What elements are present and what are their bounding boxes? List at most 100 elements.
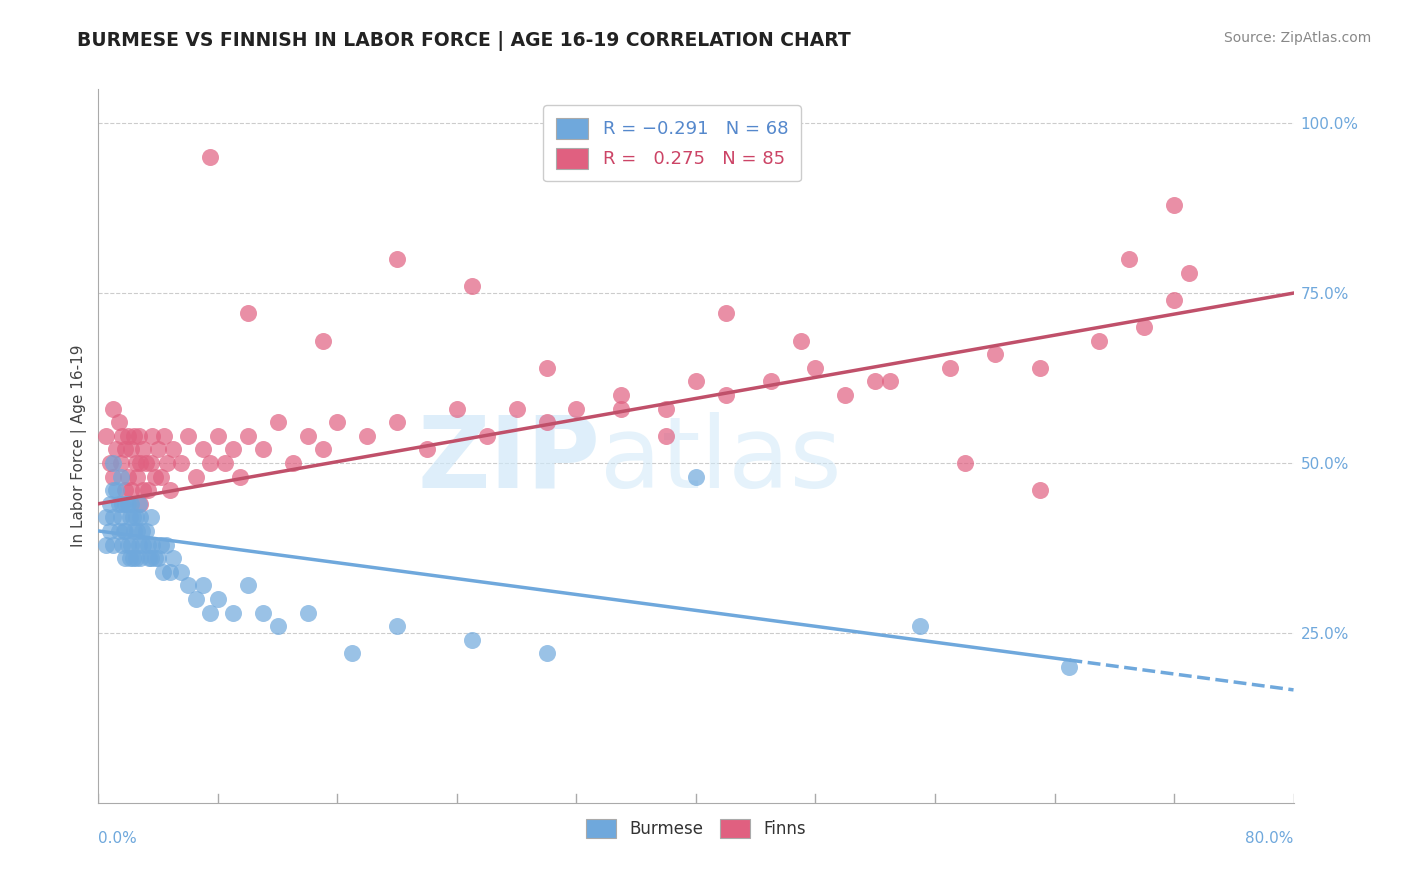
Point [153, 429, 176, 443]
Point [112, 524, 135, 538]
Point [685, 469, 707, 483]
Point [252, 606, 274, 620]
Point [103, 456, 125, 470]
Point [177, 578, 200, 592]
Point [103, 537, 125, 551]
Point [446, 401, 468, 416]
Point [150, 537, 173, 551]
Point [127, 469, 149, 483]
Point [714, 388, 737, 402]
Point [252, 442, 274, 457]
Point [125, 456, 148, 470]
Point [131, 524, 153, 538]
Point [356, 429, 378, 443]
Point [1118, 252, 1140, 266]
Point [118, 551, 141, 566]
Point [184, 591, 207, 606]
Point [129, 551, 152, 566]
Point [114, 524, 136, 538]
Point [953, 456, 976, 470]
Point [114, 497, 136, 511]
Point [129, 456, 152, 470]
Point [125, 551, 148, 566]
Point [191, 578, 214, 592]
Point [114, 442, 136, 457]
Point [108, 497, 131, 511]
Point [108, 415, 131, 429]
Point [281, 456, 304, 470]
Point [416, 442, 439, 457]
Point [111, 537, 134, 551]
Point [124, 429, 146, 443]
Point [610, 388, 633, 402]
Point [118, 510, 141, 524]
Point [98, 456, 122, 470]
Point [94, 537, 117, 551]
Point [1088, 334, 1111, 348]
Point [984, 347, 1007, 361]
Point [110, 469, 132, 483]
Point [103, 510, 125, 524]
Point [177, 429, 200, 443]
Point [132, 483, 155, 498]
Point [475, 429, 498, 443]
Point [127, 524, 149, 538]
Point [939, 360, 962, 375]
Point [865, 375, 887, 389]
Y-axis label: In Labor Force | Age 16-19: In Labor Force | Age 16-19 [72, 344, 87, 548]
Point [156, 456, 179, 470]
Point [222, 442, 245, 457]
Point [129, 510, 152, 524]
Point [1059, 660, 1081, 674]
Point [155, 537, 177, 551]
Point [685, 375, 707, 389]
Point [98, 524, 122, 538]
Point [565, 401, 588, 416]
Point [120, 483, 142, 498]
Legend: Burmese, Finns: Burmese, Finns [579, 812, 813, 845]
Point [297, 606, 319, 620]
Point [148, 551, 170, 566]
Point [141, 429, 163, 443]
Point [169, 456, 191, 470]
Point [297, 429, 319, 443]
Point [139, 456, 162, 470]
Point [98, 497, 122, 511]
Point [162, 551, 184, 566]
Point [236, 306, 259, 320]
Point [150, 469, 173, 483]
Point [135, 456, 157, 470]
Point [138, 551, 160, 566]
Point [536, 360, 558, 375]
Point [129, 497, 152, 511]
Point [214, 456, 236, 470]
Point [114, 551, 136, 566]
Point [132, 537, 155, 551]
Point [385, 415, 409, 429]
Point [121, 551, 143, 566]
Point [139, 510, 162, 524]
Point [143, 469, 166, 483]
Point [207, 591, 229, 606]
Point [1163, 293, 1185, 307]
Point [136, 483, 159, 498]
Point [136, 537, 159, 551]
Point [132, 442, 155, 457]
Point [117, 469, 139, 483]
Point [94, 429, 117, 443]
Point [236, 429, 259, 443]
Point [114, 483, 136, 498]
Point [1028, 360, 1050, 375]
Point [200, 456, 222, 470]
Point [385, 252, 409, 266]
Point [184, 469, 207, 483]
Point [1028, 483, 1050, 498]
Point [200, 150, 222, 164]
Point [152, 565, 174, 579]
Point [222, 606, 245, 620]
Point [879, 375, 901, 389]
Point [655, 401, 678, 416]
Point [103, 469, 125, 483]
Point [342, 646, 364, 660]
Point [108, 524, 131, 538]
